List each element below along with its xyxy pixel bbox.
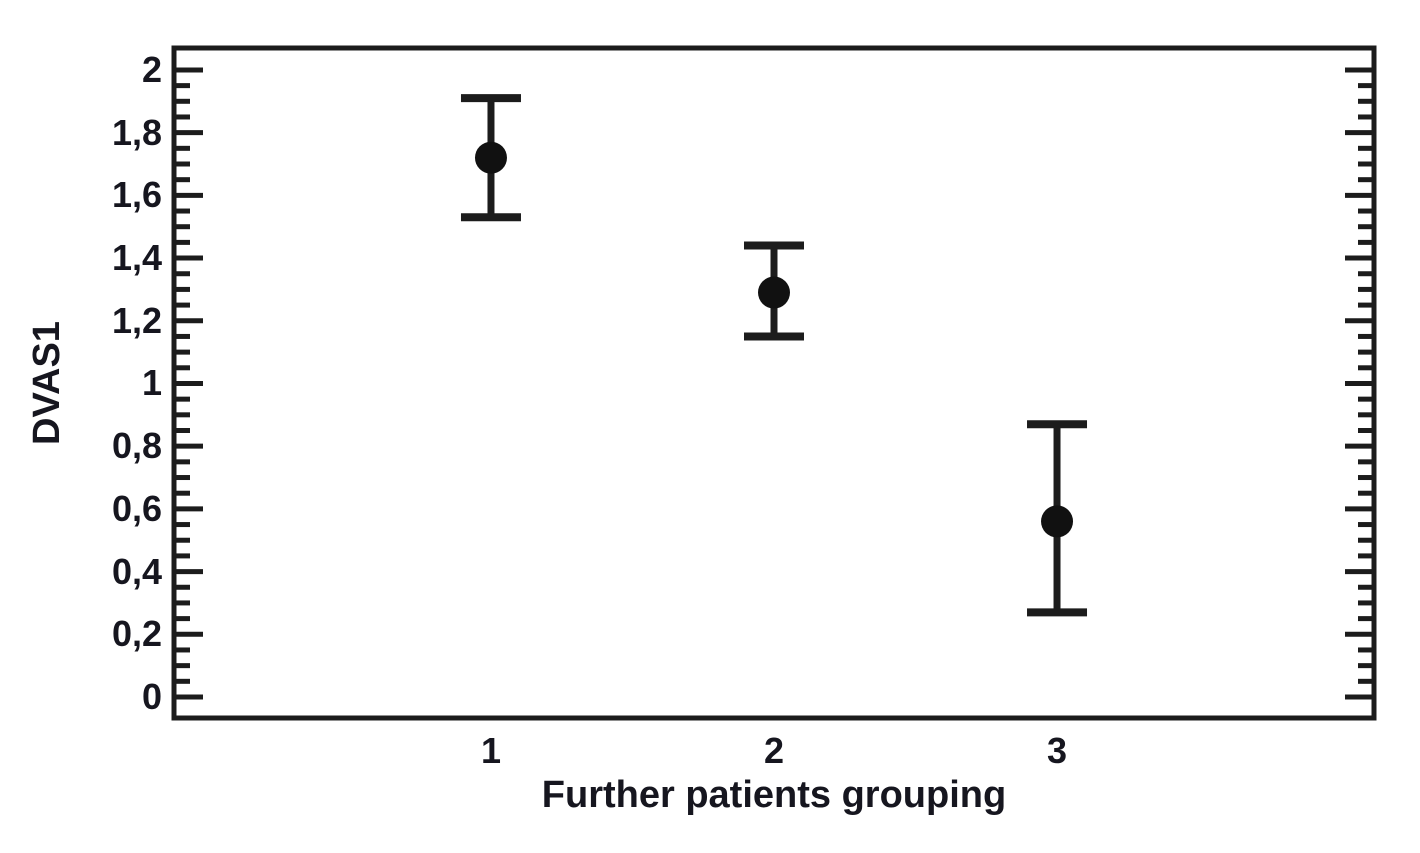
x-tick-label: 2 [763, 730, 785, 771]
y-axis-ticks [176, 67, 1372, 700]
error-bar-group [1027, 420, 1088, 617]
plot-frame [171, 45, 1377, 721]
y-tick-label: 1,4 [111, 237, 162, 279]
y-tick-label: 0,8 [111, 425, 162, 467]
x-tick-label: 3 [1047, 730, 1068, 771]
y-axis-title: DVAS1 [26, 321, 68, 445]
x-tick-label: 1 [480, 730, 501, 771]
x-axis-title: Further patients grouping [541, 774, 1007, 816]
y-tick-label: 1 [141, 362, 162, 404]
y-tick-label: 1,6 [111, 174, 162, 216]
y-tick-label: 1,2 [111, 299, 162, 341]
y-tick-label: 0 [141, 675, 162, 717]
error-bar-group [744, 241, 804, 341]
data-point-marker [474, 141, 507, 174]
y-tick-label: 0,6 [111, 487, 162, 529]
y-tick-label: 1,8 [111, 111, 162, 153]
y-tick-label: 0,4 [111, 550, 162, 592]
error-bar-group [460, 94, 521, 222]
y-tick-label: 0,2 [111, 613, 162, 655]
y-tick-label: 2 [141, 48, 162, 90]
data-point-marker [758, 276, 790, 309]
data-point-marker [1041, 505, 1074, 538]
